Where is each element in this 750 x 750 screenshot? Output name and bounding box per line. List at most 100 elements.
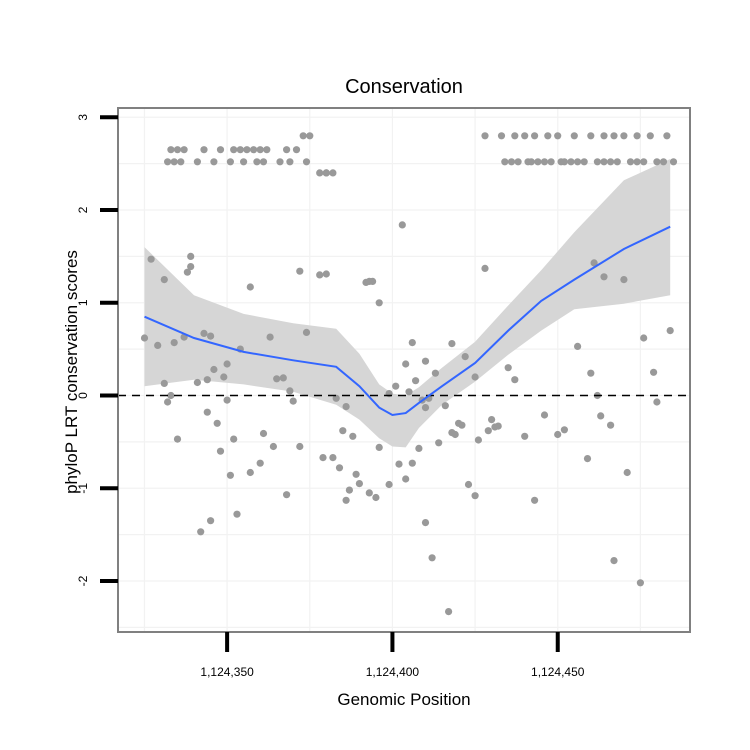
data-point	[412, 377, 420, 385]
data-point	[392, 382, 400, 390]
data-point	[276, 158, 284, 166]
data-point	[580, 158, 588, 166]
data-point	[292, 146, 301, 154]
data-point	[554, 430, 562, 439]
data-point	[342, 496, 350, 504]
y-tick-label: 0	[76, 392, 90, 399]
data-point	[329, 454, 337, 462]
data-point	[349, 432, 357, 440]
data-point	[521, 432, 529, 440]
data-point	[319, 454, 327, 462]
data-point	[540, 158, 549, 166]
data-point	[481, 264, 489, 272]
data-point	[210, 365, 218, 374]
data-point	[435, 439, 443, 447]
data-point	[167, 146, 175, 154]
data-point	[256, 146, 264, 154]
data-point	[527, 158, 535, 166]
data-point	[458, 421, 466, 429]
data-point	[180, 146, 188, 154]
data-point	[408, 459, 416, 467]
data-point	[369, 277, 377, 285]
data-point	[633, 132, 641, 140]
data-point	[375, 443, 383, 451]
data-point	[259, 429, 268, 438]
data-point	[375, 299, 383, 307]
data-point	[395, 460, 403, 468]
data-point	[352, 470, 360, 478]
data-point	[600, 273, 608, 281]
data-point	[365, 489, 373, 497]
data-point	[302, 158, 311, 166]
data-point	[355, 480, 363, 488]
data-point	[236, 146, 244, 154]
data-point	[223, 396, 231, 404]
data-point	[504, 364, 512, 372]
data-point	[488, 416, 496, 424]
data-point	[164, 398, 172, 406]
data-point	[203, 376, 211, 384]
data-point	[220, 373, 228, 381]
data-point	[173, 146, 182, 154]
data-point	[484, 427, 492, 435]
data-point	[207, 332, 215, 340]
data-point	[167, 391, 175, 400]
x-tick-label: 1,124,450	[531, 665, 585, 679]
data-point	[491, 423, 499, 431]
data-point	[574, 158, 582, 166]
data-point	[329, 169, 337, 177]
data-point	[216, 146, 225, 154]
data-point	[607, 421, 615, 429]
data-point	[587, 369, 595, 377]
data-point	[283, 491, 291, 499]
data-point	[441, 402, 449, 410]
data-point	[620, 132, 628, 140]
data-point	[428, 554, 436, 562]
x-tick-label: 1,124,400	[366, 665, 420, 679]
data-point	[451, 430, 459, 439]
data-point	[431, 369, 439, 377]
data-point	[226, 158, 234, 166]
data-point	[610, 557, 618, 565]
data-point	[230, 146, 238, 154]
data-point	[140, 334, 149, 342]
data-point	[223, 360, 231, 368]
y-tick-label: 1	[76, 299, 90, 306]
data-point	[372, 493, 380, 502]
data-point	[600, 158, 608, 166]
data-point	[164, 158, 172, 166]
data-point	[666, 327, 674, 335]
data-point	[345, 486, 353, 494]
data-point	[421, 404, 430, 412]
data-point	[256, 459, 264, 467]
data-point	[521, 132, 529, 140]
data-point	[193, 378, 201, 387]
data-point	[610, 132, 618, 140]
data-point	[531, 496, 539, 504]
data-point	[342, 403, 350, 411]
data-point	[620, 276, 628, 284]
data-point	[203, 408, 211, 416]
data-point	[659, 158, 668, 166]
data-point	[216, 447, 225, 455]
data-point	[402, 360, 410, 368]
data-point	[669, 158, 678, 166]
data-point	[471, 492, 479, 500]
data-point	[471, 373, 479, 381]
data-point	[481, 132, 489, 140]
data-point	[607, 158, 615, 166]
data-point	[415, 444, 423, 452]
data-point	[507, 158, 516, 166]
data-point	[650, 368, 658, 376]
data-point	[600, 132, 608, 140]
data-point	[259, 158, 268, 166]
data-point	[640, 334, 648, 342]
data-point	[421, 519, 430, 527]
data-point	[636, 579, 645, 587]
data-point	[170, 158, 178, 166]
data-point	[613, 158, 621, 166]
data-point	[464, 480, 473, 489]
data-point	[253, 158, 261, 166]
y-tick-label: 2	[76, 206, 90, 213]
data-point	[240, 158, 248, 166]
